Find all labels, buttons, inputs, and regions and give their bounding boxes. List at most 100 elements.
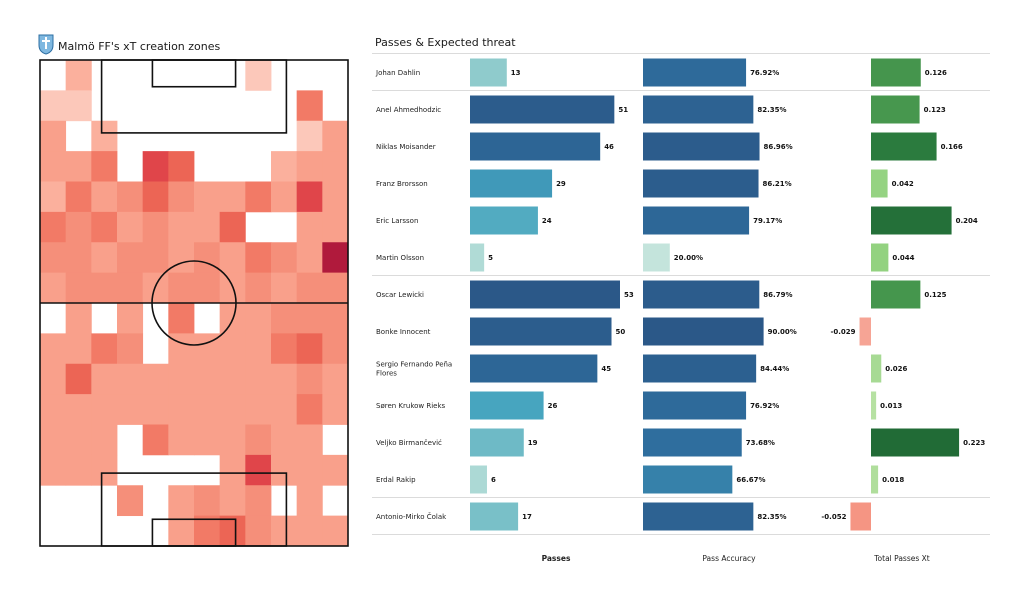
player-name: Veljko Birmančević bbox=[376, 439, 442, 447]
passes-bar bbox=[470, 132, 601, 161]
player-name: Niklas Moisander bbox=[376, 143, 436, 151]
heatmap-cell bbox=[117, 394, 144, 425]
heatmap-cell bbox=[117, 272, 144, 304]
heatmap-cell bbox=[296, 181, 323, 213]
heatmap-cell bbox=[65, 454, 92, 486]
accuracy-bar bbox=[643, 169, 759, 198]
xt-bar bbox=[871, 206, 952, 235]
accuracy-bar bbox=[643, 317, 764, 346]
player-name: Johan Dahlin bbox=[375, 69, 420, 77]
heatmap-cell bbox=[245, 515, 272, 547]
xt-bar bbox=[850, 502, 871, 531]
heatmap-cell bbox=[65, 151, 92, 182]
xt-bar bbox=[871, 243, 889, 272]
heatmap-cell bbox=[65, 181, 92, 213]
heatmap-cell bbox=[40, 211, 67, 243]
heatmap-cell bbox=[168, 515, 195, 547]
heatmap-cell bbox=[91, 394, 118, 425]
heatmap-cell bbox=[296, 424, 323, 456]
center-circle bbox=[151, 260, 237, 346]
heatmap-cell bbox=[219, 242, 246, 274]
accuracy-bar bbox=[643, 132, 760, 161]
passes-label: 17 bbox=[522, 513, 532, 521]
heatmap-cell bbox=[40, 454, 67, 486]
heatmap-cell bbox=[322, 454, 349, 486]
accuracy-label: 76.92% bbox=[750, 402, 779, 410]
accuracy-bar bbox=[643, 243, 670, 272]
heatmap-cell bbox=[65, 272, 92, 304]
accuracy-bar bbox=[643, 58, 747, 87]
heatmap-cell bbox=[91, 333, 118, 365]
xt-label: 0.204 bbox=[956, 217, 978, 225]
heatmap-cell bbox=[168, 211, 195, 243]
xt-label: 0.166 bbox=[941, 143, 963, 151]
heatmap-cell bbox=[65, 303, 92, 334]
heatmap-cell bbox=[40, 272, 67, 304]
heatmap-cell bbox=[117, 303, 144, 334]
accuracy-bar bbox=[643, 280, 760, 309]
heatmap-cell bbox=[142, 242, 169, 274]
heatmap-cell bbox=[40, 333, 67, 365]
heatmap-cell bbox=[219, 394, 246, 425]
xt-bar bbox=[871, 354, 882, 383]
passes-label: 13 bbox=[511, 69, 521, 77]
xt-label: 0.026 bbox=[885, 365, 907, 373]
xt-label: 0.125 bbox=[924, 291, 946, 299]
column-header: Total Passes Xt bbox=[873, 554, 930, 563]
accuracy-label: 66.67% bbox=[736, 476, 765, 484]
heatmap-cell bbox=[296, 303, 323, 334]
heatmap-cell bbox=[91, 211, 118, 243]
heatmap-cell bbox=[219, 424, 246, 456]
heatmap-cell bbox=[271, 515, 298, 547]
heatmap-cell bbox=[245, 454, 272, 486]
heatmap-cell bbox=[296, 515, 323, 547]
xt-label: -0.052 bbox=[821, 513, 846, 521]
passes-label: 19 bbox=[528, 439, 538, 447]
heatmap-cell bbox=[271, 333, 298, 365]
xt-label: 0.018 bbox=[882, 476, 904, 484]
heatmap-cell bbox=[194, 363, 221, 395]
accuracy-bar bbox=[643, 502, 754, 531]
heatmap-cell bbox=[271, 242, 298, 274]
heatmap-cell bbox=[194, 242, 221, 274]
heatmap-cell bbox=[168, 242, 195, 274]
heatmap-cell bbox=[65, 424, 92, 456]
heatmap-cell bbox=[142, 394, 169, 425]
heatmap-cell bbox=[245, 60, 272, 91]
heatmap-cell bbox=[296, 272, 323, 304]
heatmap-cell bbox=[91, 181, 118, 213]
heatmap-cell bbox=[296, 211, 323, 243]
heatmap-cell bbox=[322, 211, 349, 243]
heatmap-cell bbox=[194, 424, 221, 456]
pitch-title: Malmö FF's xT creation zones bbox=[58, 40, 221, 53]
heatmap-cell bbox=[322, 181, 349, 213]
xt-label: -0.029 bbox=[830, 328, 855, 336]
passes-label: 5 bbox=[488, 254, 493, 262]
heatmap-cell bbox=[65, 90, 92, 122]
heatmap-cell bbox=[117, 485, 144, 517]
passes-bar bbox=[470, 354, 598, 383]
heatmap-cell bbox=[40, 120, 67, 152]
heatmap-cell bbox=[65, 333, 92, 365]
heatmap-cell bbox=[245, 485, 272, 517]
xt-label: 0.126 bbox=[925, 69, 947, 77]
passes-bar bbox=[470, 58, 507, 87]
passes-bar bbox=[470, 428, 524, 457]
xt-bar bbox=[871, 391, 877, 420]
passes-label: 51 bbox=[618, 106, 628, 114]
heatmap-cell bbox=[40, 394, 67, 425]
heatmap-cell bbox=[91, 363, 118, 395]
passes-label: 50 bbox=[616, 328, 626, 336]
heatmap-cell bbox=[65, 242, 92, 274]
xt-bar bbox=[871, 428, 960, 457]
heatmap-cell bbox=[65, 211, 92, 243]
heatmap-cell bbox=[219, 363, 246, 395]
heatmap-cell bbox=[271, 151, 298, 182]
xt-label: 0.042 bbox=[892, 180, 914, 188]
heatmap-cell bbox=[271, 454, 298, 486]
heatmap-cell bbox=[91, 120, 118, 152]
heatmap-cell bbox=[40, 242, 67, 274]
heatmap-cell bbox=[194, 485, 221, 517]
xt-label: 0.123 bbox=[924, 106, 946, 114]
